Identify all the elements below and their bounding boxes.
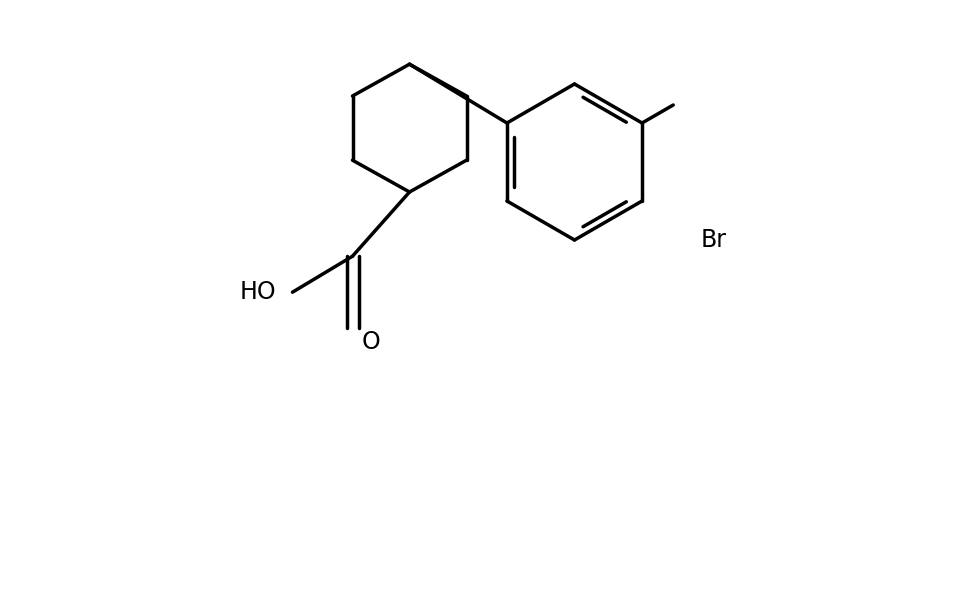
Text: Br: Br bbox=[701, 228, 726, 252]
Text: O: O bbox=[362, 330, 380, 354]
Text: HO: HO bbox=[239, 280, 277, 304]
